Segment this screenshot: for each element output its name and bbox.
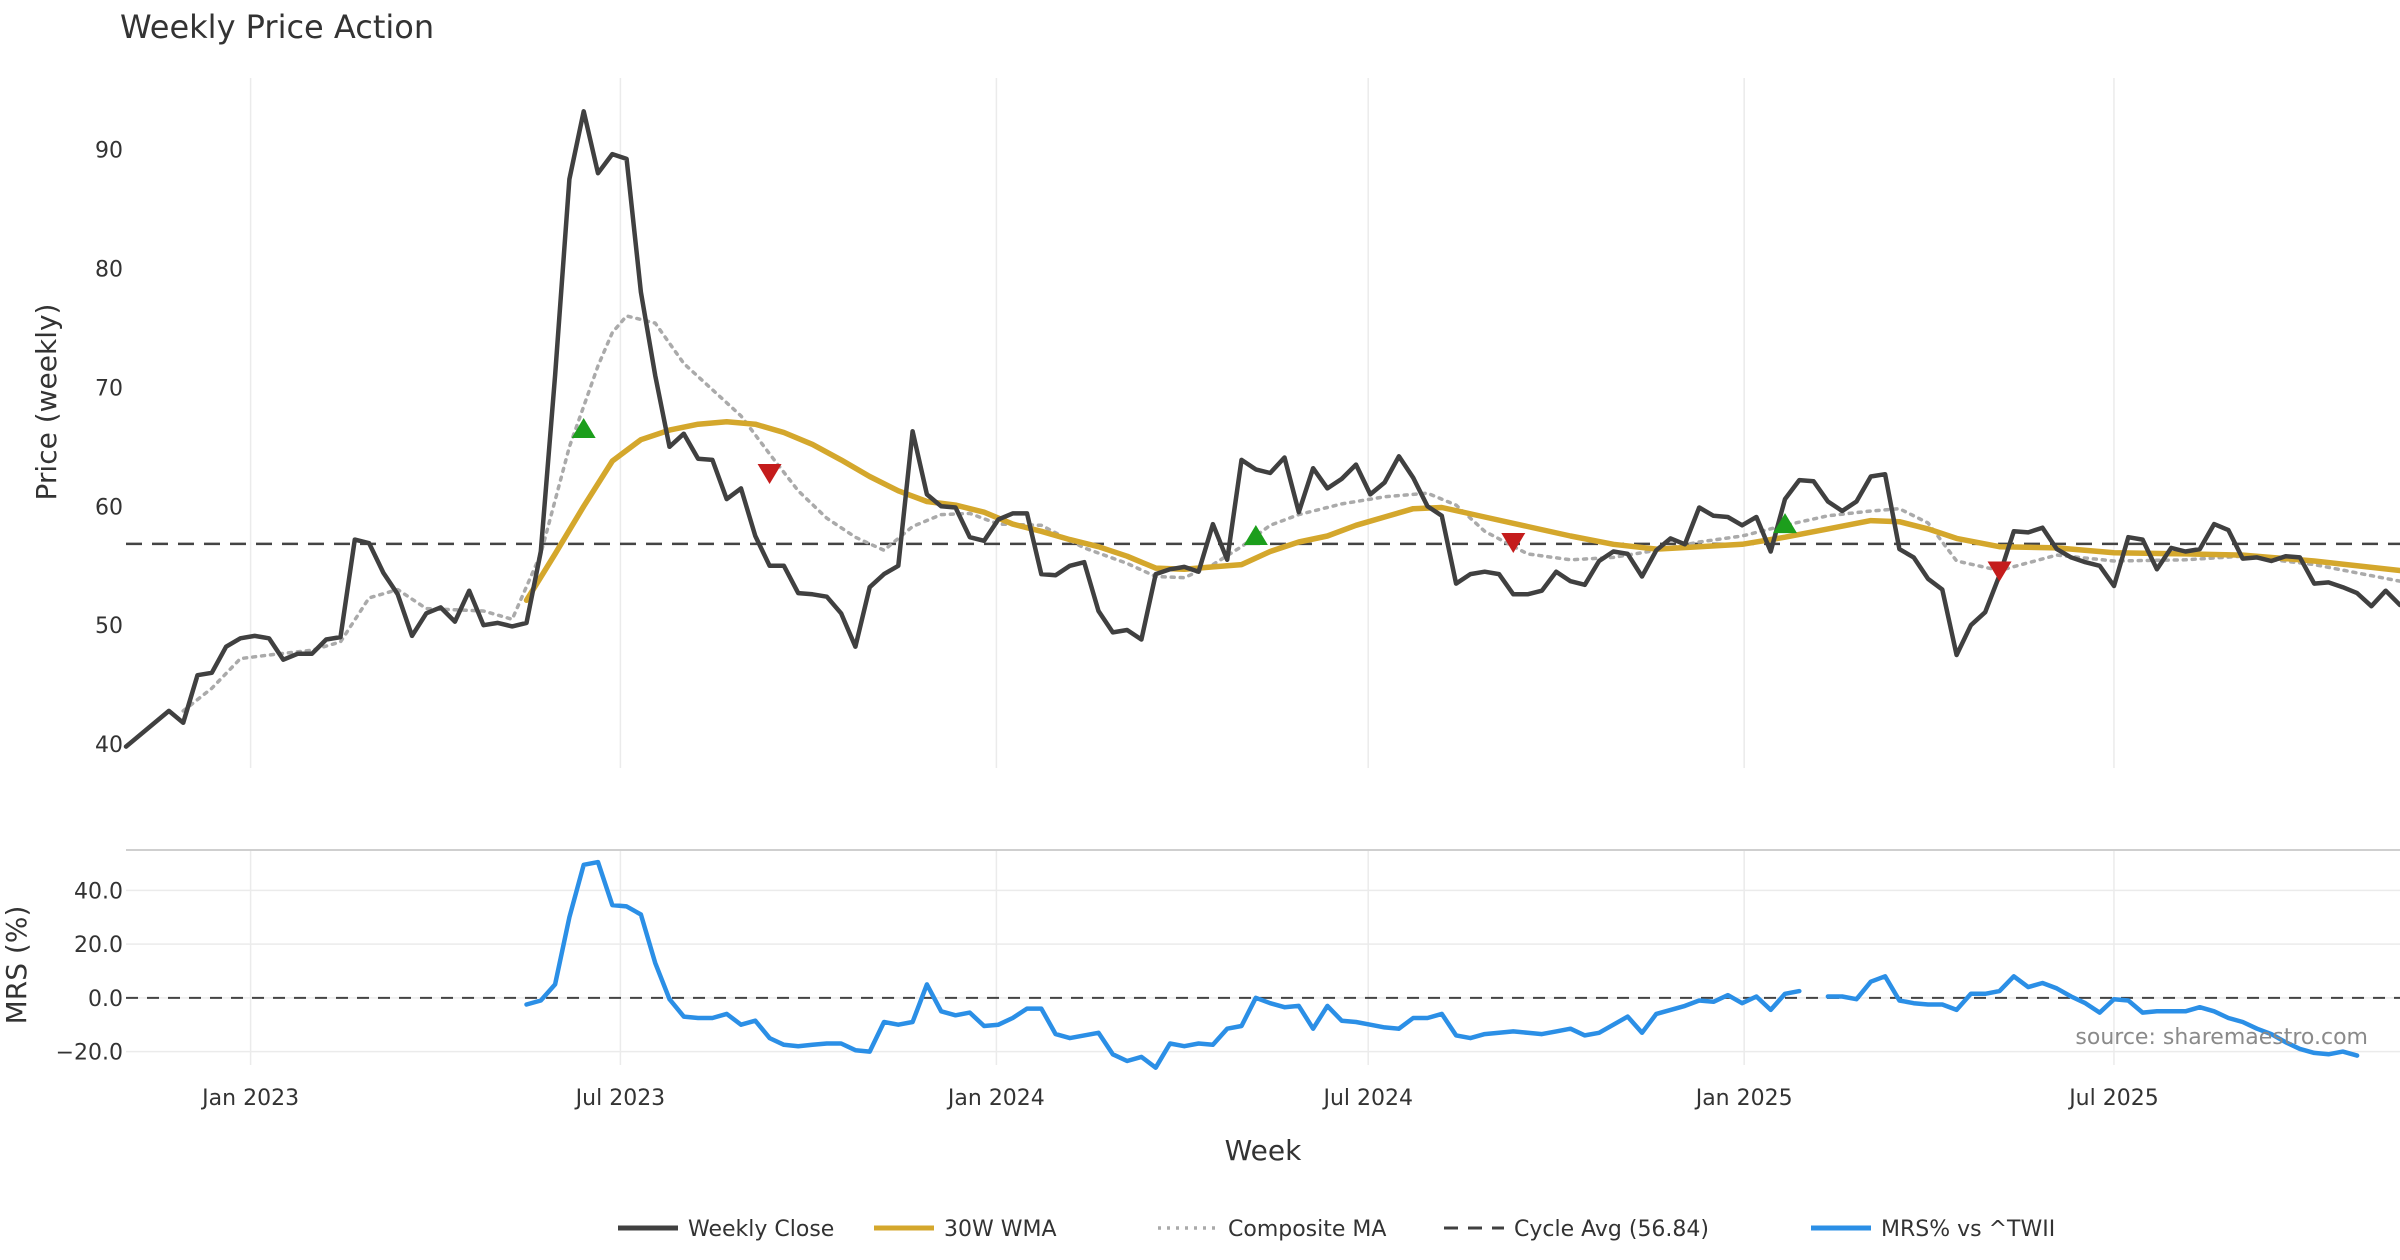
price-y-tick-label: 80 xyxy=(95,257,123,282)
mrs-y-tick-label: 0.0 xyxy=(88,987,123,1012)
series-30w-wma xyxy=(523,419,2400,604)
x-tick-label: Jan 2024 xyxy=(946,1086,1045,1111)
buy-signal-marker xyxy=(1243,525,1268,546)
mrs-y-tick-label: 40.0 xyxy=(74,879,123,904)
price-y-tick-label: 50 xyxy=(95,614,123,639)
legend-label-cycle-avg-56-84: Cycle Avg (56.84) xyxy=(1514,1217,1709,1242)
x-tick-label: Jan 2025 xyxy=(1694,1086,1793,1111)
grid-layer xyxy=(126,78,2400,1065)
sell-signal-marker xyxy=(757,463,782,484)
series-composite-ma xyxy=(181,314,2400,713)
price-y-tick-label: 40 xyxy=(95,733,123,758)
price-y-tick-label: 90 xyxy=(95,138,123,163)
mrs-y-axis-title: MRS (%) xyxy=(0,906,33,1025)
chart-title: Weekly Price Action xyxy=(120,8,434,46)
legend-label-weekly-close: Weekly Close xyxy=(688,1217,834,1242)
x-tick-label: Jul 2025 xyxy=(2067,1086,2159,1111)
x-axis-title: Week xyxy=(1225,1134,1302,1167)
mrs-y-tick-label: 20.0 xyxy=(74,933,123,958)
price-y-axis-title: Price (weekly) xyxy=(30,304,63,501)
axis-layer: Jan 2023 Jul 2023 Jan 2024 Jul 2024 Jan 2025… xyxy=(56,138,2159,1111)
mrs-panel xyxy=(126,859,2400,1070)
price-panel xyxy=(123,109,2400,749)
legend-label-30w-wma: 30W WMA xyxy=(944,1217,1057,1242)
buy-signal-marker xyxy=(1773,513,1798,534)
x-tick-label: Jan 2023 xyxy=(200,1086,299,1111)
mrs-y-tick-label: −20.0 xyxy=(56,1041,123,1066)
legend: Weekly Close 30W WMA Composite MA Cycle Avg… xyxy=(618,1217,2055,1242)
price-y-tick-label: 60 xyxy=(95,495,123,520)
series-mrs-vs-twii xyxy=(1825,974,2360,1058)
series-weekly-close xyxy=(123,109,2400,749)
legend-label-composite-ma: Composite MA xyxy=(1228,1217,1386,1242)
sell-signal-marker xyxy=(1501,532,1526,553)
x-tick-label: Jul 2023 xyxy=(574,1086,666,1111)
legend-label-mrs-vs-twii: MRS% vs ^TWII xyxy=(1881,1217,2055,1242)
source-annotation: source: sharemaestro.com xyxy=(2075,1025,2368,1050)
sell-signal-marker xyxy=(1987,561,2012,582)
series-mrs-vs-twii xyxy=(524,859,1802,1070)
x-tick-label: Jul 2024 xyxy=(1321,1086,1413,1111)
price-y-tick-label: 70 xyxy=(95,376,123,401)
buy-signal-marker xyxy=(571,417,596,438)
